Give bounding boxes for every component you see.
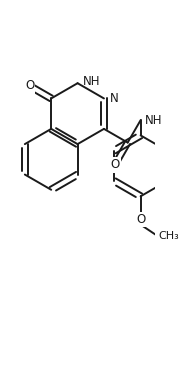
Text: NH: NH — [145, 114, 162, 127]
Text: O: O — [136, 212, 145, 226]
Text: O: O — [110, 159, 119, 172]
Text: CH₃: CH₃ — [159, 231, 179, 241]
Text: N: N — [110, 92, 118, 105]
Text: NH: NH — [83, 75, 101, 88]
Text: O: O — [25, 80, 34, 92]
